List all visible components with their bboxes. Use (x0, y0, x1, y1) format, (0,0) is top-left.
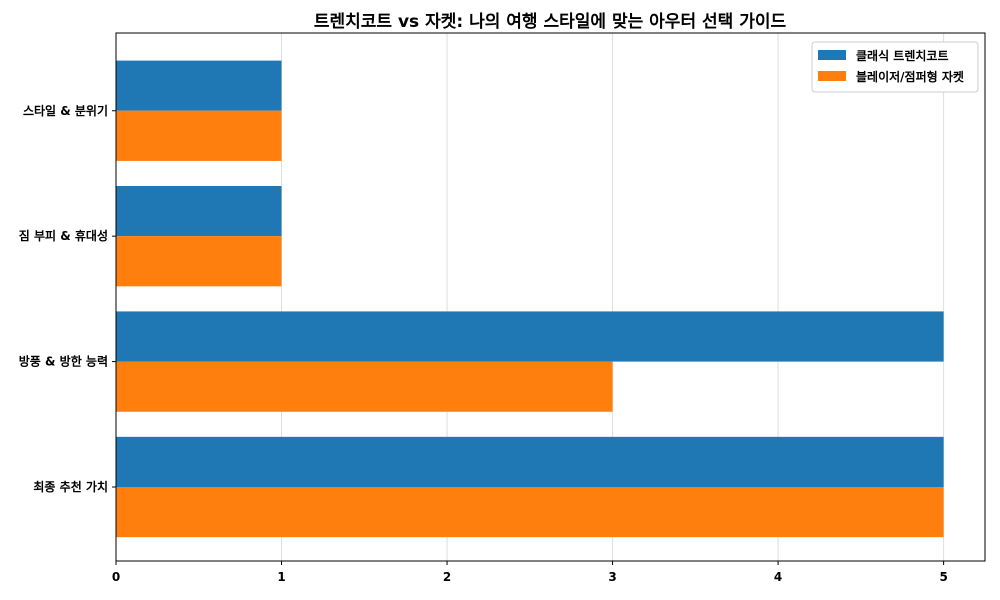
bar-trenchcoat (116, 436, 944, 488)
y-tick-label: 최종 추천 가치 (33, 479, 108, 494)
bar-jacket (116, 487, 944, 538)
plot-frame (115, 32, 986, 562)
y-tick-label: 짐 부피 & 휴대성 (19, 228, 108, 243)
bar-jacket (116, 361, 613, 412)
x-tick-label: 2 (443, 570, 451, 584)
y-tick-label: 스타일 & 분위기 (23, 103, 108, 118)
x-tick-label: 1 (277, 570, 285, 584)
legend-label-trenchcoat: 클래식 트렌치코트 (856, 48, 949, 63)
chart-title: 트렌치코트 vs 자켓: 나의 여행 스타일에 맞는 아우터 선택 가이드 (314, 12, 787, 32)
bar-jacket (116, 236, 282, 287)
bar-trenchcoat (116, 311, 944, 362)
legend-swatch-jacket (818, 71, 846, 81)
bar-trenchcoat (116, 186, 282, 237)
x-tick-label: 3 (608, 570, 616, 584)
x-tick-label: 4 (774, 570, 782, 584)
legend: 클래식 트렌치코트 블레이저/점퍼형 자켓 (811, 41, 979, 93)
y-tick-label: 방풍 & 방한 능력 (19, 354, 108, 369)
x-tick-label: 0 (112, 570, 120, 584)
legend-label-jacket: 블레이저/점퍼형 자켓 (856, 69, 964, 84)
x-tick-label: 5 (939, 570, 947, 584)
bar-trenchcoat (116, 60, 282, 111)
bar-jacket (116, 110, 282, 161)
legend-swatch-trenchcoat (818, 50, 846, 60)
